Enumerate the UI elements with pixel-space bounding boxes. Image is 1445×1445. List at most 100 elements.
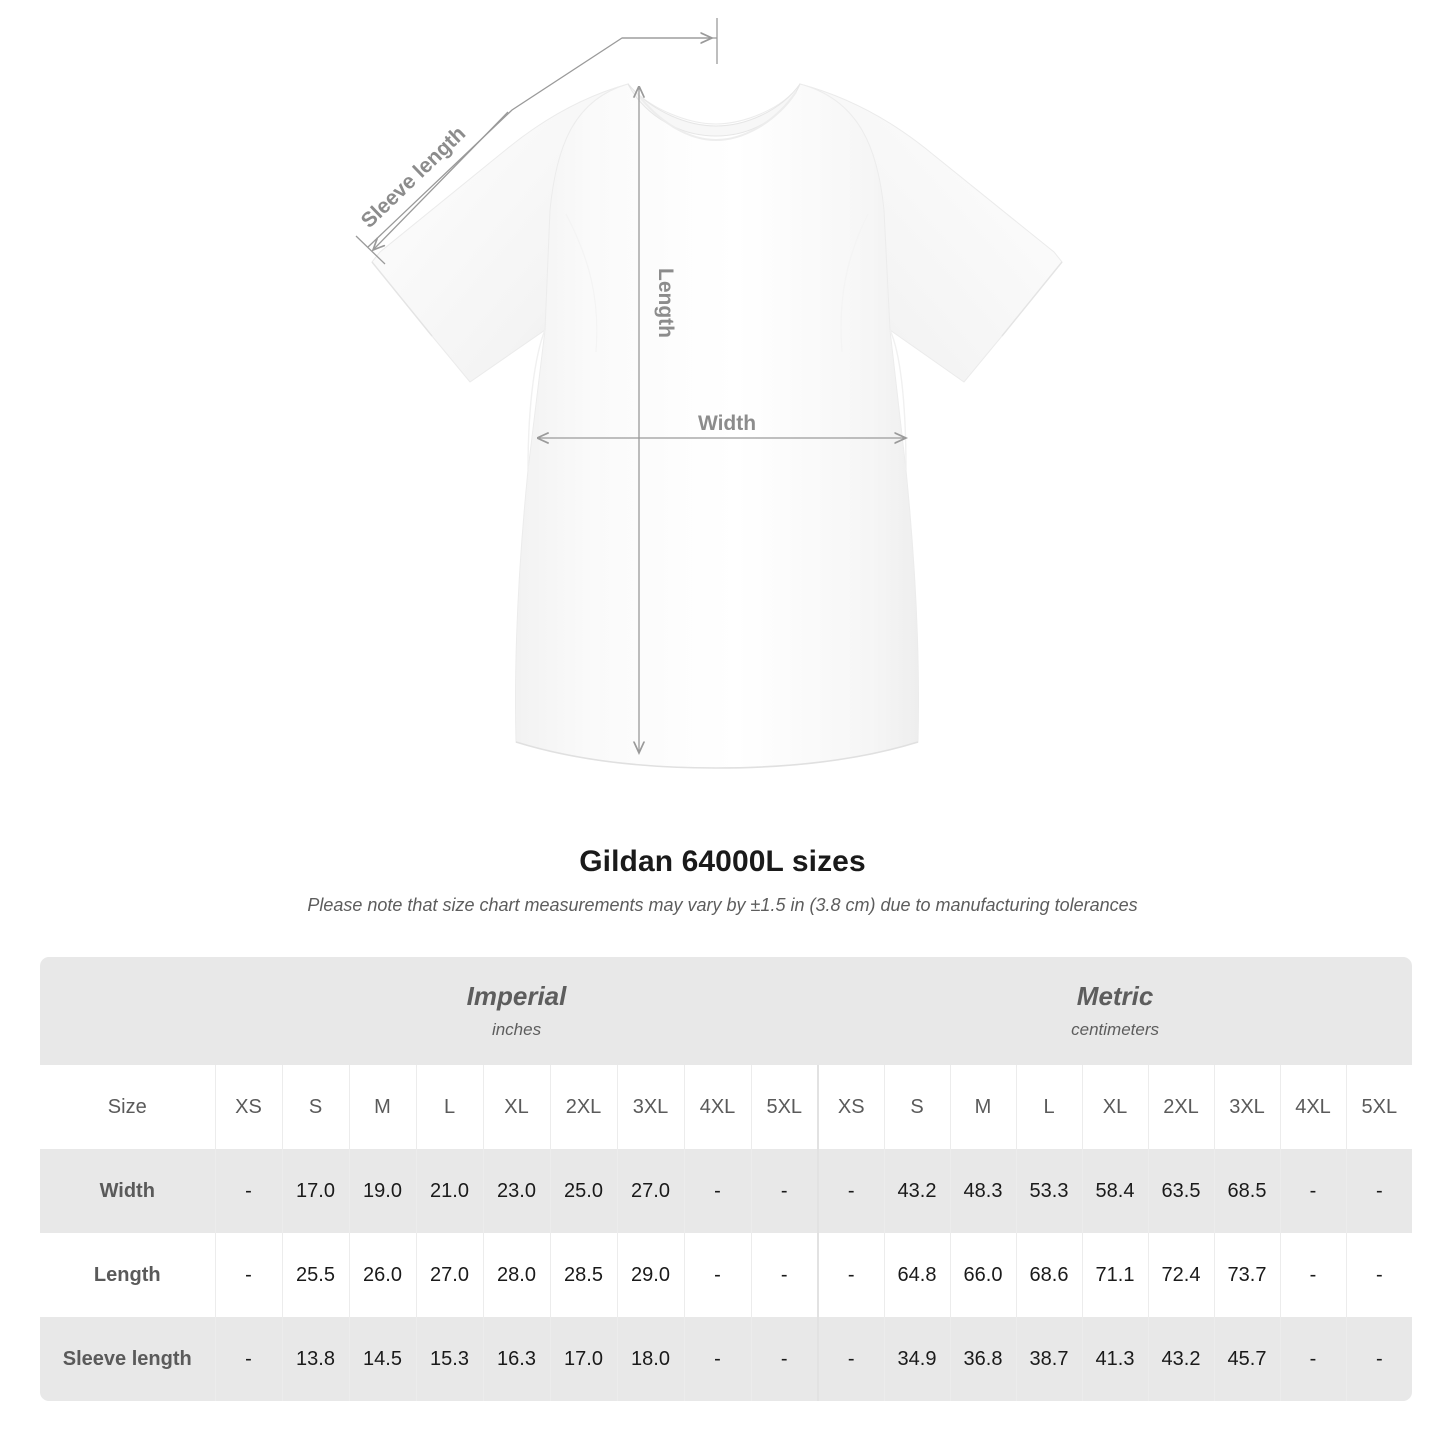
cell-width-metric-xl: 58.4 [1081,1149,1149,1233]
size-header-imperial-2xl: 2XL [549,1065,617,1149]
cell-sleeve-metric-xl: 41.3 [1081,1317,1149,1401]
chart-header: Gildan 64000L sizes Please note that siz… [0,845,1445,916]
size-header-metric-3xl: 3XL [1213,1065,1281,1149]
size-header-imperial-3xl: 3XL [616,1065,684,1149]
unit-sub-imperial: inches [491,1019,542,1039]
right-side-seam [889,329,907,471]
size-header-imperial-xs: XS [214,1065,282,1149]
left-sleeve-hem [371,261,433,337]
size-table-container: Imperial inches Metric centimeters Size … [40,957,1413,1401]
cell-length-imperial-xs: - [214,1233,282,1317]
cell-width-metric-4xl: - [1279,1149,1347,1233]
cell-width-imperial-3xl: 27.0 [616,1149,684,1233]
cell-width-imperial-m: 19.0 [348,1149,416,1233]
unit-header-row: Imperial inches Metric centimeters [40,957,1413,1065]
size-header-imperial-5xl: 5XL [750,1065,819,1149]
row-label-length: Length [40,1233,215,1317]
cell-length-imperial-s: 25.5 [281,1233,349,1317]
right-sleeve-hem [1001,261,1063,337]
page-title: Gildan 64000L sizes [579,845,866,878]
length-dimension: Length [639,86,677,753]
cell-sleeve-imperial-l: 15.3 [415,1317,483,1401]
collar [627,83,801,137]
cell-length-metric-m: 66.0 [949,1233,1017,1317]
cell-sleeve-metric-3xl: 45.7 [1213,1317,1281,1401]
tolerance-note: Please note that size chart measurements… [307,895,1138,915]
cell-length-metric-s: 64.8 [883,1233,951,1317]
width-label: Width [698,412,756,435]
cell-sleeve-imperial-m: 14.5 [348,1317,416,1401]
fabric-fold [840,213,869,353]
size-header-imperial-xl: XL [482,1065,550,1149]
cell-width-metric-m: 48.3 [949,1149,1017,1233]
cell-width-metric-xs: - [817,1149,885,1233]
cell-length-metric-xl: 71.1 [1081,1233,1149,1317]
cell-sleeve-metric-m: 36.8 [949,1317,1017,1401]
size-header-metric-2xl: 2XL [1147,1065,1215,1149]
unit-sub-metric: centimeters [1071,1019,1160,1039]
size-header-imperial-4xl: 4XL [683,1065,751,1149]
size-header-metric-xs: XS [817,1065,885,1149]
size-header-imperial-l: L [415,1065,483,1149]
unit-cell-metric: Metric centimeters [818,957,1413,1065]
cell-sleeve-imperial-5xl: - [750,1317,819,1401]
sleeve-end-tick [355,235,386,265]
size-table: Imperial inches Metric centimeters Size … [40,957,1413,1401]
cell-sleeve-imperial-2xl: 17.0 [549,1317,617,1401]
row-label-sleeve-length: Sleeve length [40,1317,215,1401]
length-label: Length [654,268,677,338]
left-side-seam [527,329,546,471]
fabric-fold [565,213,598,353]
cell-width-imperial-5xl: - [750,1149,819,1233]
cell-length-metric-2xl: 72.4 [1147,1233,1215,1317]
cell-width-imperial-s: 17.0 [281,1149,349,1233]
collar-seam [635,91,797,142]
size-header-row: Size XS S M L XL 2XL 3XL 4XL 5XL XS S M … [40,1065,1413,1149]
cell-length-imperial-m: 26.0 [348,1233,416,1317]
cell-length-imperial-l: 27.0 [415,1233,483,1317]
cell-sleeve-imperial-xl: 16.3 [482,1317,550,1401]
cell-sleeve-metric-4xl: - [1279,1317,1347,1401]
size-header-metric-s: S [883,1065,951,1149]
cell-sleeve-metric-l: 38.7 [1015,1317,1083,1401]
table-row: Width - 17.0 19.0 21.0 23.0 25.0 27.0 - … [40,1149,1413,1233]
unit-name-metric: Metric [1076,981,1154,1012]
cell-length-metric-xs: - [817,1233,885,1317]
size-header-metric-l: L [1015,1065,1083,1149]
cell-sleeve-metric-5xl: - [1345,1317,1413,1401]
cell-width-imperial-l: 21.0 [415,1149,483,1233]
cell-length-imperial-2xl: 28.5 [549,1233,617,1317]
sleeve-diagonal-arrow [373,111,509,250]
unit-name-imperial: Imperial [466,981,567,1012]
size-header-imperial-m: M [348,1065,416,1149]
cell-sleeve-metric-s: 34.9 [883,1317,951,1401]
cell-width-metric-5xl: - [1345,1149,1413,1233]
cell-length-metric-l: 68.6 [1015,1233,1083,1317]
unit-spacer-cell [40,957,215,1065]
cell-sleeve-imperial-3xl: 18.0 [616,1317,684,1401]
cell-length-metric-5xl: - [1345,1233,1413,1317]
width-dimension: Width [537,412,906,438]
cell-width-metric-l: 53.3 [1015,1149,1083,1233]
hem-line [515,741,919,769]
size-header-metric-4xl: 4XL [1279,1065,1347,1149]
row-label-width: Width [40,1149,215,1233]
cell-sleeve-metric-xs: - [817,1317,885,1401]
cell-length-imperial-3xl: 29.0 [616,1233,684,1317]
tshirt-silhouette [371,83,1063,769]
table-row: Length - 25.5 26.0 27.0 28.0 28.5 29.0 -… [40,1233,1413,1317]
cell-sleeve-imperial-4xl: - [683,1317,751,1401]
cell-length-imperial-xl: 28.0 [482,1233,550,1317]
cell-sleeve-imperial-s: 13.8 [281,1317,349,1401]
garment-diagram: Sleeve length Length Width [355,18,1063,769]
cell-width-imperial-2xl: 25.0 [549,1149,617,1233]
cell-width-metric-3xl: 68.5 [1213,1149,1281,1233]
size-header-metric-m: M [949,1065,1017,1149]
table-row: Sleeve length - 13.8 14.5 15.3 16.3 17.0… [40,1317,1413,1401]
unit-cell-imperial: Imperial inches [215,957,819,1065]
cell-length-imperial-4xl: - [683,1233,751,1317]
cell-length-metric-3xl: 73.7 [1213,1233,1281,1317]
cell-width-imperial-4xl: - [683,1149,751,1233]
cell-width-imperial-xl: 23.0 [482,1149,550,1233]
size-header-label: Size [40,1065,215,1149]
